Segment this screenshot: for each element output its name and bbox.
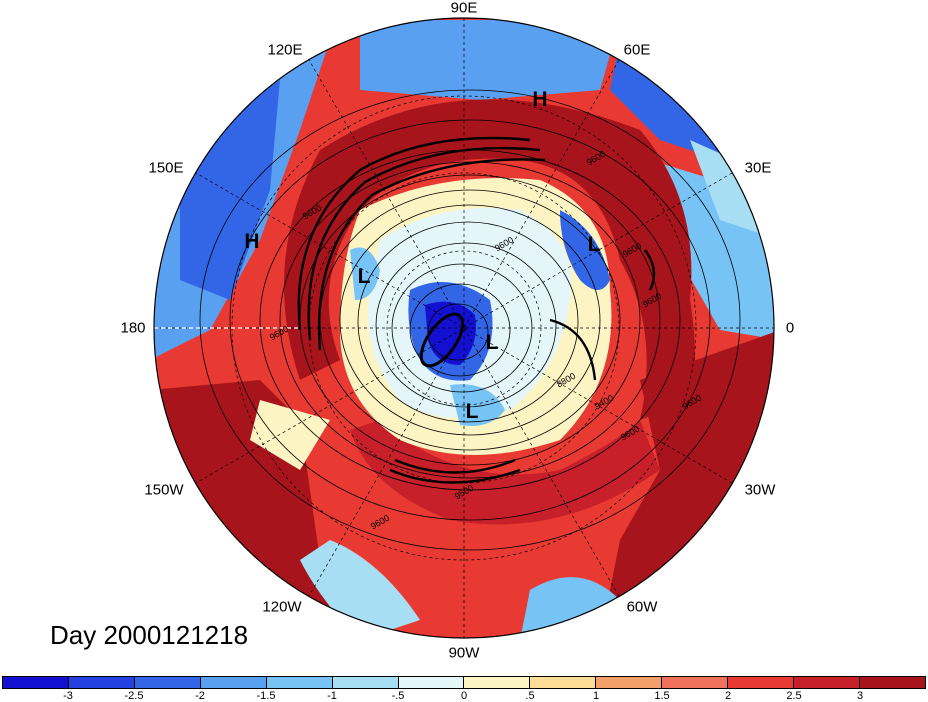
lon-label-150w: 150W [144,481,184,499]
lon-label-0: 0 [785,319,795,337]
lon-label-30w: 30W [744,481,776,499]
lon-label-60w: 60W [626,598,658,616]
colorbar-tick-label: -.5 [391,690,405,702]
lon-label-60e: 60E [623,41,651,59]
lon-label-90e: 90E [450,0,478,17]
high-pressure-mark: H [532,88,548,111]
colorbar-tick-label: 1 [592,690,600,702]
colorbar-tick-label: -2 [195,690,205,702]
colorbar-cell [728,677,795,688]
colorbar-cell [859,677,925,688]
colorbar-tick-label: -1.5 [256,690,276,702]
colorbar-cell [3,677,69,688]
colorbar-tick-label: .5 [525,690,535,702]
lon-label-120e: 120E [267,41,303,59]
colorbar-cell [530,677,597,688]
colorbar-tick-label: 2 [724,690,732,702]
lon-label-30e: 30E [744,159,772,177]
colorbar-tick-label: 1.5 [654,690,670,702]
graticule [154,18,774,638]
colorbar-tick-label: -3 [63,690,73,702]
colorbar-tick-label: 3 [856,690,864,702]
lon-label-120w: 120W [262,598,302,616]
high-pressure-mark: H [244,230,260,253]
low-pressure-mark: L [357,265,371,288]
colorbar-tick-label: -1 [327,690,337,702]
colorbar-tick-label: 0 [460,690,468,702]
colorbar-cell [596,677,663,688]
lon-label-90w: 90W [448,644,480,662]
low-pressure-mark: L [485,331,499,354]
colorbar-cell [134,677,201,688]
anomaly-field [154,18,774,638]
low-pressure-mark: L [587,233,601,256]
colorbar-tick-label: -2.5 [124,690,144,702]
colorbar-cell [662,677,729,688]
colorbar-cell [398,677,465,688]
lon-label-180: 180 [120,319,146,337]
colorbar-cell [794,677,860,688]
low-pressure-mark: L [465,400,479,423]
colorbar-cell [200,677,267,688]
colorbar-cell [464,677,531,688]
colorbar [2,676,926,689]
map-boundary [153,17,775,639]
colorbar-cell [332,677,399,688]
colorbar-cell [266,677,333,688]
date-label: Day 2000121218 [50,620,249,650]
lon-label-150e: 150E [148,159,184,177]
colorbar-tick-label: 2.5 [786,690,802,702]
colorbar-cell [68,677,135,688]
